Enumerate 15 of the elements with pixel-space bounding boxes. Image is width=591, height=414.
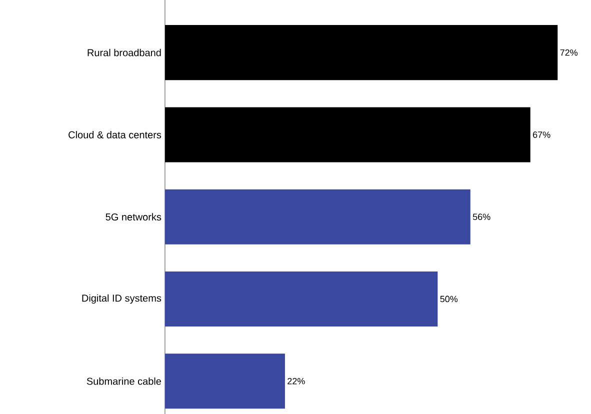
bar xyxy=(165,271,438,327)
bar xyxy=(165,189,470,244)
y-tick-label: Rural broadband xyxy=(88,48,161,56)
y-tick-label: Digital ID systems xyxy=(82,294,162,304)
bar xyxy=(165,107,530,162)
data-label: 72% xyxy=(560,49,578,56)
data-label: 50% xyxy=(440,296,458,302)
data-label: 67% xyxy=(533,132,550,138)
y-tick-label: 5G networks xyxy=(106,213,162,221)
y-tick-label: Submarine cable xyxy=(86,377,161,385)
bar xyxy=(165,25,558,80)
data-label: 22% xyxy=(288,378,305,384)
y-tick-label: Cloud & data centers xyxy=(68,131,162,138)
data-label: 56% xyxy=(472,214,490,220)
bar xyxy=(165,354,285,409)
